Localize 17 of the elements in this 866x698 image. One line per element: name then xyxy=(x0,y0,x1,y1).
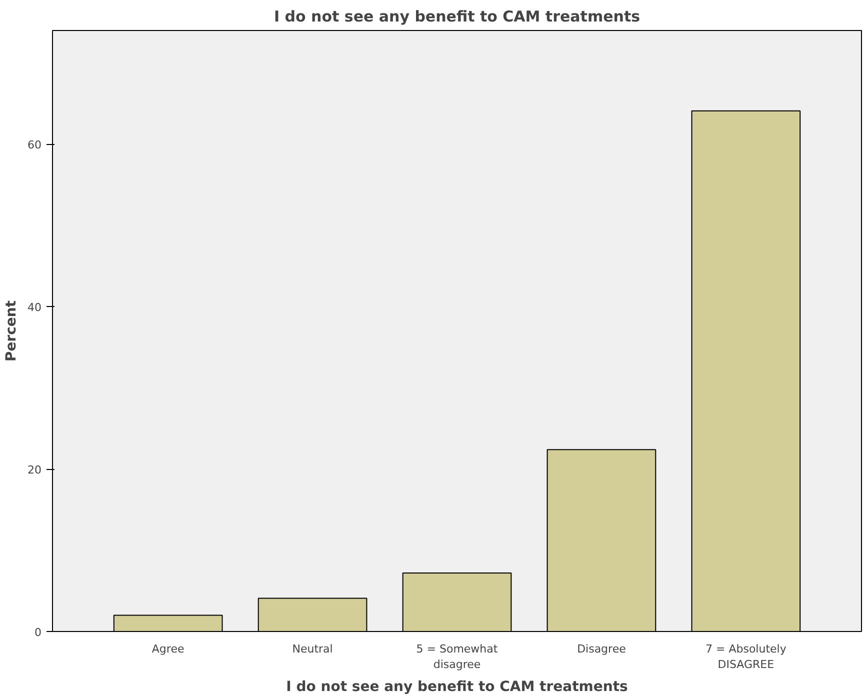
y-axis-title: Percent xyxy=(4,300,20,362)
bar xyxy=(691,110,801,632)
y-tick-label: 60 xyxy=(28,138,42,152)
bar xyxy=(113,614,223,632)
y-tick-label: 0 xyxy=(34,626,42,639)
x-tick-label: 5 = Somewhat disagree xyxy=(416,642,498,672)
x-tick-label: Disagree xyxy=(577,642,626,656)
bar xyxy=(258,598,368,632)
chart-title: I do not see any benefit to CAM treatments xyxy=(274,8,640,26)
y-tick-label: 20 xyxy=(28,464,42,477)
y-tick-label: 40 xyxy=(28,301,42,314)
bar xyxy=(546,449,656,632)
x-axis-title: I do not see any benefit to CAM treatments xyxy=(286,679,628,696)
x-tick-label: Neutral xyxy=(292,642,333,656)
x-tick-label: 7 = Absolutely DISAGREE xyxy=(706,642,787,672)
bar xyxy=(402,572,512,632)
x-tick-label: Agree xyxy=(152,642,184,656)
